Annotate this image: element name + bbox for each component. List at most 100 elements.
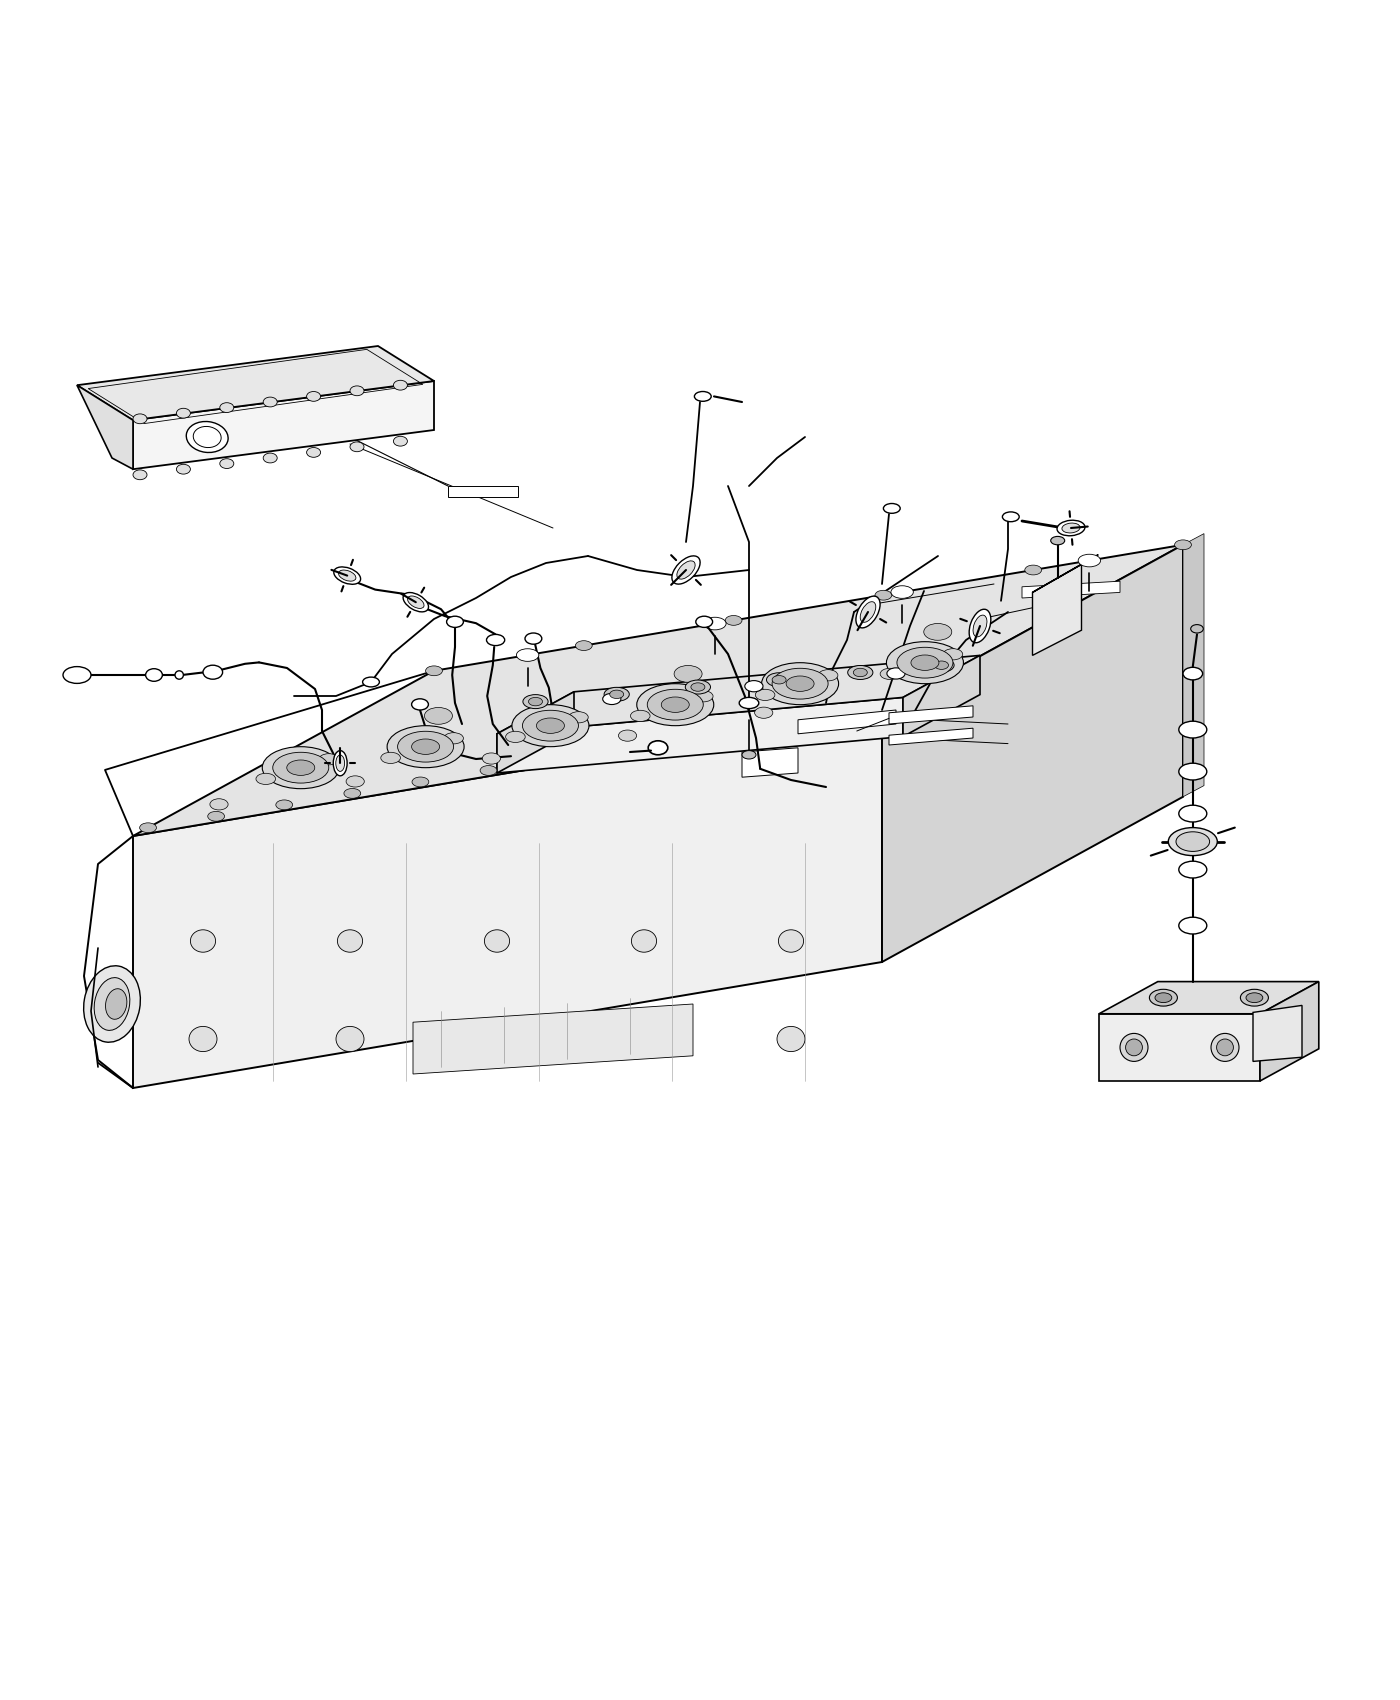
Ellipse shape — [911, 654, 939, 670]
Ellipse shape — [1126, 1039, 1142, 1056]
Ellipse shape — [189, 1027, 217, 1052]
Ellipse shape — [1078, 554, 1100, 566]
Ellipse shape — [696, 615, 713, 627]
Ellipse shape — [1240, 989, 1268, 1006]
Ellipse shape — [692, 683, 706, 692]
Ellipse shape — [1175, 541, 1191, 549]
Ellipse shape — [505, 731, 525, 743]
Ellipse shape — [1176, 831, 1210, 852]
Ellipse shape — [1120, 1034, 1148, 1061]
Polygon shape — [903, 656, 980, 736]
Ellipse shape — [818, 670, 837, 682]
Ellipse shape — [1169, 828, 1218, 855]
Polygon shape — [1099, 1013, 1260, 1081]
Ellipse shape — [924, 624, 952, 641]
Ellipse shape — [1211, 1034, 1239, 1061]
Polygon shape — [133, 711, 882, 1088]
Ellipse shape — [648, 741, 668, 755]
Ellipse shape — [855, 597, 881, 627]
Ellipse shape — [203, 665, 223, 680]
Ellipse shape — [339, 570, 356, 581]
Polygon shape — [1260, 981, 1319, 1081]
Ellipse shape — [522, 711, 578, 741]
Ellipse shape — [602, 694, 622, 704]
Ellipse shape — [207, 811, 224, 821]
Ellipse shape — [973, 615, 987, 638]
Polygon shape — [889, 728, 973, 745]
Ellipse shape — [273, 753, 329, 784]
Ellipse shape — [140, 823, 157, 833]
Ellipse shape — [762, 663, 839, 706]
Polygon shape — [497, 656, 980, 734]
Ellipse shape — [755, 707, 773, 719]
Ellipse shape — [381, 753, 400, 763]
Ellipse shape — [767, 673, 792, 687]
Ellipse shape — [1025, 564, 1042, 575]
Ellipse shape — [575, 641, 592, 651]
Polygon shape — [133, 544, 1183, 836]
Polygon shape — [882, 544, 1183, 962]
Ellipse shape — [407, 597, 424, 609]
Ellipse shape — [610, 690, 624, 699]
Ellipse shape — [686, 680, 710, 694]
Ellipse shape — [661, 697, 689, 712]
Ellipse shape — [739, 697, 759, 709]
Ellipse shape — [886, 641, 963, 683]
Ellipse shape — [860, 602, 876, 622]
Ellipse shape — [344, 789, 361, 799]
Ellipse shape — [647, 688, 703, 721]
Polygon shape — [77, 347, 434, 420]
Ellipse shape — [84, 966, 140, 1042]
Ellipse shape — [186, 422, 228, 452]
Ellipse shape — [1217, 1039, 1233, 1056]
Ellipse shape — [1057, 520, 1085, 536]
Ellipse shape — [393, 381, 407, 389]
Ellipse shape — [1179, 763, 1207, 780]
Polygon shape — [133, 381, 434, 469]
Ellipse shape — [1179, 862, 1207, 877]
Polygon shape — [497, 692, 574, 774]
Ellipse shape — [847, 665, 874, 680]
Ellipse shape — [346, 775, 364, 787]
Ellipse shape — [1179, 918, 1207, 933]
Ellipse shape — [883, 503, 900, 513]
Ellipse shape — [287, 760, 315, 775]
Ellipse shape — [350, 386, 364, 396]
Ellipse shape — [524, 695, 549, 709]
Polygon shape — [1183, 534, 1204, 797]
Ellipse shape — [888, 668, 904, 678]
Ellipse shape — [512, 706, 589, 746]
Ellipse shape — [745, 680, 763, 692]
Ellipse shape — [210, 799, 228, 809]
Ellipse shape — [193, 427, 221, 447]
Ellipse shape — [568, 712, 588, 722]
Ellipse shape — [483, 1027, 511, 1052]
Ellipse shape — [337, 930, 363, 952]
Ellipse shape — [220, 459, 234, 469]
Ellipse shape — [704, 617, 727, 631]
Ellipse shape — [1002, 512, 1019, 522]
Ellipse shape — [363, 677, 379, 687]
Ellipse shape — [756, 688, 776, 700]
Ellipse shape — [875, 590, 892, 600]
Ellipse shape — [447, 615, 463, 627]
Ellipse shape — [319, 753, 339, 765]
Ellipse shape — [944, 649, 963, 660]
Ellipse shape — [426, 666, 442, 675]
Ellipse shape — [403, 593, 428, 612]
Ellipse shape — [133, 469, 147, 479]
Ellipse shape — [350, 442, 364, 452]
Ellipse shape — [1179, 806, 1207, 823]
Ellipse shape — [693, 690, 713, 702]
Polygon shape — [448, 486, 518, 496]
Ellipse shape — [1063, 524, 1079, 532]
Ellipse shape — [176, 408, 190, 418]
Ellipse shape — [785, 677, 815, 692]
Ellipse shape — [393, 437, 407, 445]
Polygon shape — [413, 1005, 693, 1074]
Ellipse shape — [605, 687, 630, 702]
Ellipse shape — [146, 668, 162, 682]
Ellipse shape — [673, 665, 703, 682]
Ellipse shape — [133, 413, 147, 423]
Ellipse shape — [725, 615, 742, 626]
